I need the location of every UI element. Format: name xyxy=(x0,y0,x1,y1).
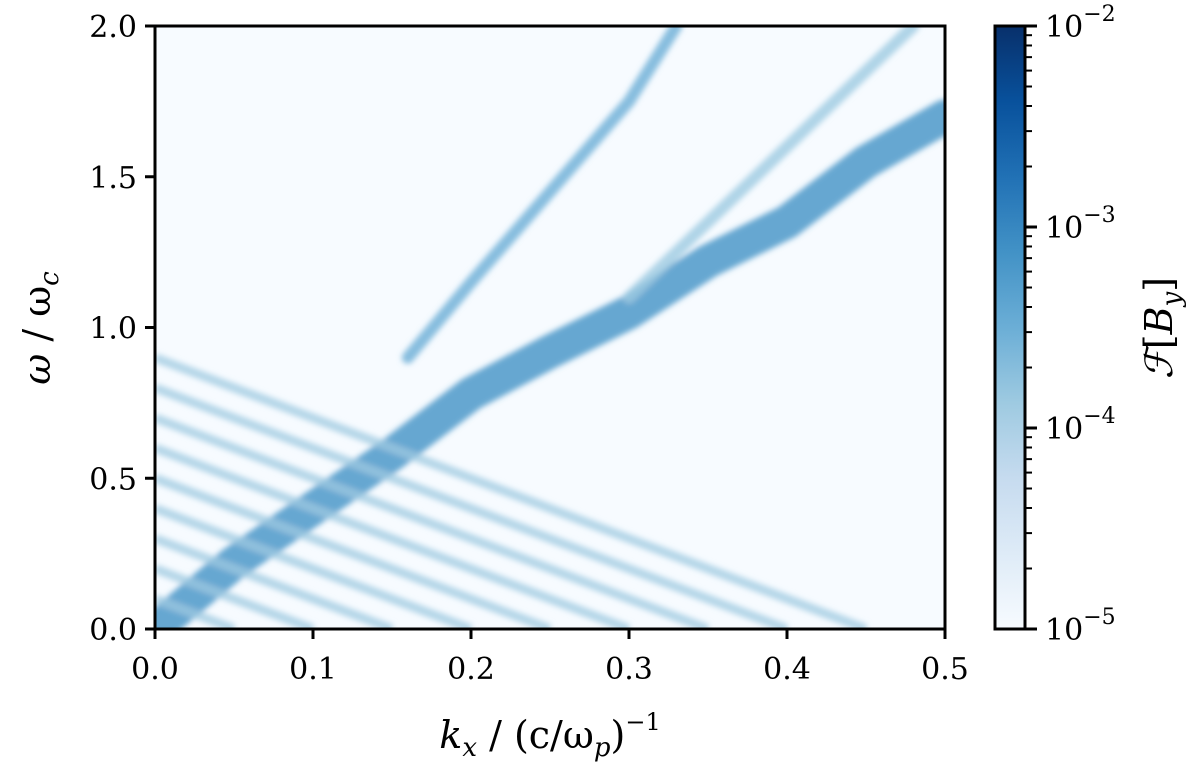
heatmap-stripe-9 xyxy=(155,353,868,629)
x-axis-label: kx / (c/ωp)−1 xyxy=(439,708,660,762)
colorbar-label: ℱ[By] xyxy=(1137,277,1187,379)
heatmap-stripe-8 xyxy=(155,383,789,629)
colorbar-ticks: 10−2 10−3 10−4 10−5 xyxy=(1025,2,1116,648)
colorbar-tick-label: 10−2 xyxy=(1045,2,1116,45)
x-tick-label: 0.4 xyxy=(763,652,811,687)
heatmap-stripe-5 xyxy=(155,474,552,629)
heatmap-feature-2 xyxy=(401,26,683,364)
y-tick-label: 1.5 xyxy=(89,161,137,196)
x-tick-label: 0.2 xyxy=(447,652,495,687)
heatmap-layer xyxy=(155,26,945,629)
y-tick-label: 0.5 xyxy=(89,462,137,497)
y-tick-label: 0.0 xyxy=(89,613,137,648)
x-tick-label: 0.3 xyxy=(605,652,653,687)
heatmap-stripe-4 xyxy=(155,504,473,629)
colorbar xyxy=(993,24,1027,631)
colorbar-tick-label: 10−5 xyxy=(1045,605,1116,648)
x-tick-label: 0.0 xyxy=(131,652,179,687)
heatmap-stripe-1 xyxy=(155,594,236,629)
x-tick-label: 0.1 xyxy=(289,652,337,687)
y-axis-label: ω / ωc xyxy=(15,271,65,385)
x-axis-ticks: 0.0 0.1 0.2 0.3 0.4 0.5 xyxy=(131,629,969,687)
colorbar-tick-label: 10−3 xyxy=(1045,203,1116,246)
heatmap-stripe-3 xyxy=(155,534,394,629)
heatmap-feature-3 xyxy=(623,26,920,304)
colorbar-tick-label: 10−4 xyxy=(1045,404,1116,447)
heatmap-stripe-6 xyxy=(155,443,631,629)
y-axis-ticks: 0.0 0.5 1.0 1.5 2.0 xyxy=(89,10,155,648)
heatmap-stripe-2 xyxy=(155,564,315,629)
y-tick-label: 2.0 xyxy=(89,10,137,45)
y-tick-label: 1.0 xyxy=(89,312,137,347)
heatmap-stripe-7 xyxy=(155,413,710,629)
x-tick-label: 0.5 xyxy=(921,652,969,687)
